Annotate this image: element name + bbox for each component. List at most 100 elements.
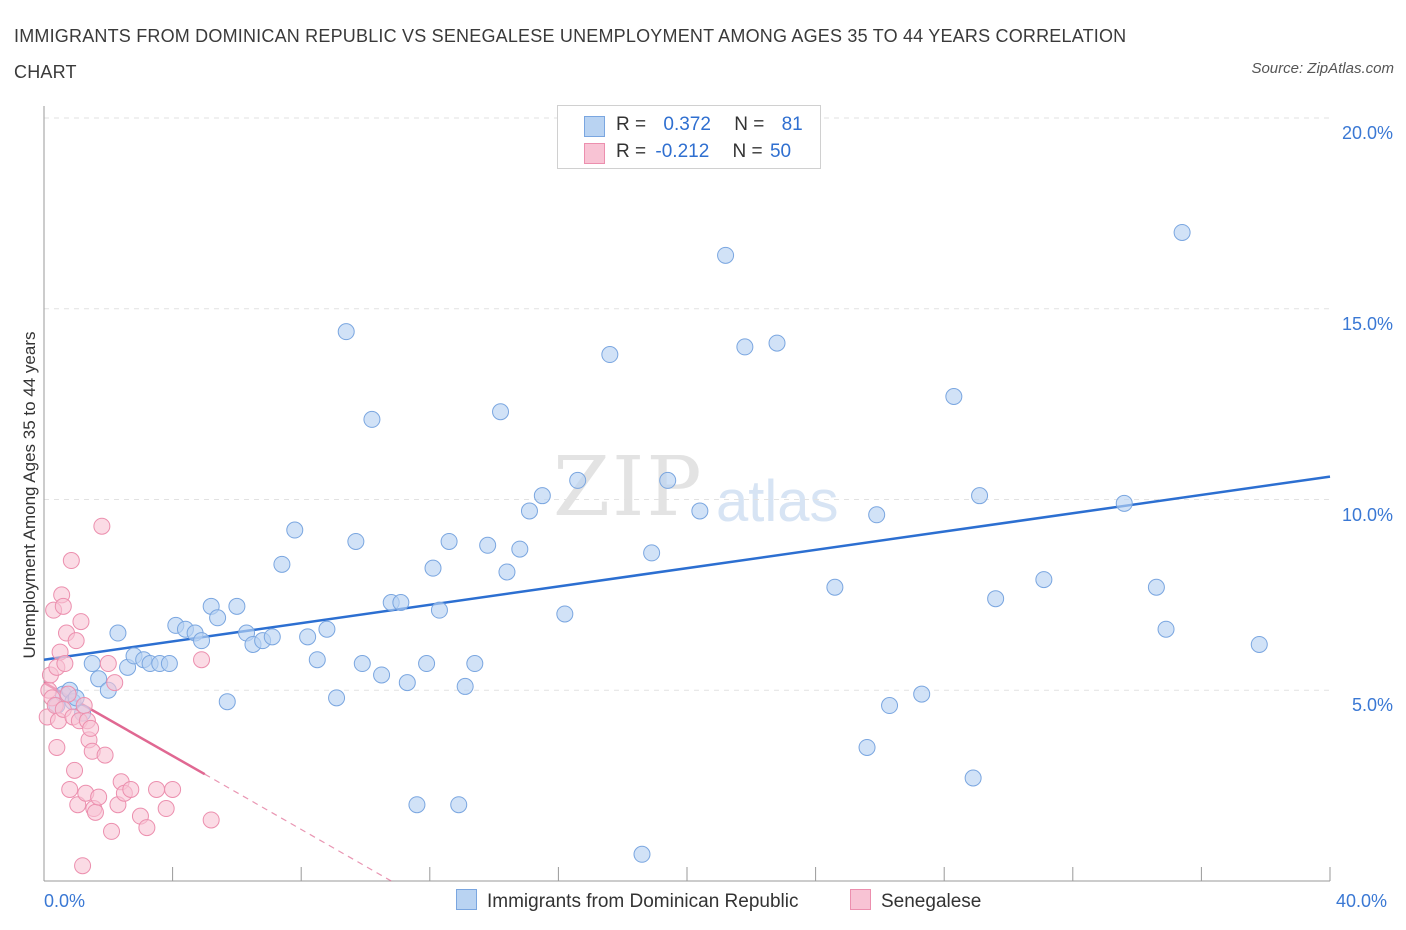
point-senegalese (59, 685, 77, 703)
point-dominican (1115, 494, 1133, 512)
point-dominican (418, 655, 436, 673)
point-senegalese (93, 517, 111, 535)
point-dominican (881, 697, 899, 715)
point-dominican (160, 655, 178, 673)
point-dominican (868, 506, 886, 524)
point-dominican (228, 597, 246, 615)
point-dominican (633, 845, 651, 863)
point-senegalese (67, 632, 85, 650)
point-dominican (209, 609, 227, 627)
point-dominican (1173, 223, 1191, 241)
point-senegalese (61, 780, 79, 798)
swatch-pink (584, 143, 605, 164)
x-tick-label-min: 0.0% (44, 891, 86, 911)
point-senegalese (164, 780, 182, 798)
point-dominican (353, 655, 371, 673)
point-dominican (328, 689, 346, 707)
point-dominican (520, 502, 538, 520)
point-dominican (430, 601, 448, 619)
legend-item-senegalese: Senegalese (850, 889, 981, 913)
point-dominican (569, 471, 587, 489)
point-dominican (450, 796, 468, 814)
y-tick-label: 10.0% (1341, 504, 1393, 525)
r-label: R = (616, 114, 647, 135)
swatch-blue (584, 116, 605, 137)
point-dominican (1250, 635, 1268, 653)
r-value: 0.372 (663, 114, 711, 135)
point-dominican (533, 487, 551, 505)
point-senegalese (106, 674, 124, 692)
point-dominican (347, 532, 365, 550)
y-tick-label: 5.0% (1351, 695, 1393, 716)
axes (43, 106, 1331, 882)
point-senegalese (193, 651, 211, 669)
point-dominican (286, 521, 304, 539)
point-dominican (964, 769, 982, 787)
point-dominican (556, 605, 574, 623)
trendline-senegalese-extrapolated (204, 773, 392, 882)
point-dominican (263, 628, 281, 646)
point-senegalese (138, 819, 156, 837)
point-dominican (218, 693, 236, 711)
point-senegalese (86, 803, 104, 821)
r-value: -0.212 (655, 141, 710, 162)
point-dominican (1157, 620, 1175, 638)
point-dominican (717, 246, 735, 264)
point-dominican (337, 323, 355, 341)
point-dominican (643, 544, 661, 562)
n-label: N = (732, 141, 763, 162)
y-tick-label: 15.0% (1341, 313, 1393, 334)
chart-title: IMMIGRANTS FROM DOMINICAN REPUBLIC VS SE… (14, 26, 1127, 82)
point-senegalese (96, 746, 114, 764)
legend-label: Immigrants from Dominican Republic (487, 891, 799, 912)
n-value: 81 (781, 114, 803, 135)
trendline-dominican (43, 475, 1331, 661)
point-senegalese (82, 719, 100, 737)
point-dominican (736, 338, 754, 356)
point-dominican (373, 666, 391, 684)
point-dominican (768, 334, 786, 352)
point-dominican (440, 532, 458, 550)
point-senegalese (122, 780, 140, 798)
point-dominican (299, 628, 317, 646)
point-dominican (90, 670, 108, 688)
point-dominican (858, 738, 876, 756)
point-dominican (601, 346, 619, 364)
point-senegalese (72, 613, 90, 631)
point-senegalese (66, 761, 84, 779)
point-dominican (1035, 571, 1053, 589)
point-dominican (456, 677, 474, 695)
point-senegalese (48, 738, 66, 756)
point-dominican (424, 559, 442, 577)
trend-lines (43, 475, 1331, 882)
y-tick-label: 20.0% (1341, 123, 1393, 143)
point-dominican (659, 471, 677, 489)
point-dominican (83, 655, 101, 673)
x-tick-label-max: 40.0% (1336, 891, 1388, 911)
point-senegalese (74, 857, 92, 875)
point-senegalese (56, 655, 74, 673)
point-dominican (318, 620, 336, 638)
legend-item-dominican: Immigrants from Dominican Republic (456, 889, 799, 913)
point-dominican (492, 403, 510, 421)
legend-swatch-pink (850, 889, 871, 910)
point-dominican (511, 540, 529, 558)
legend-swatch-blue (456, 889, 477, 910)
point-dominican (193, 632, 211, 650)
point-senegalese (75, 697, 93, 715)
data-points (38, 223, 1268, 875)
point-dominican (987, 590, 1005, 608)
point-dominican (392, 594, 410, 612)
point-senegalese (157, 800, 175, 818)
point-dominican (498, 563, 516, 581)
r-label: R = (616, 141, 647, 162)
point-dominican (466, 655, 484, 673)
point-senegalese (90, 788, 108, 806)
point-senegalese (99, 655, 117, 673)
n-value: 50 (769, 141, 792, 162)
point-dominican (308, 651, 326, 669)
source-credit: Source: ZipAtlas.com (1251, 60, 1394, 77)
point-dominican (398, 674, 416, 692)
point-dominican (109, 624, 127, 642)
